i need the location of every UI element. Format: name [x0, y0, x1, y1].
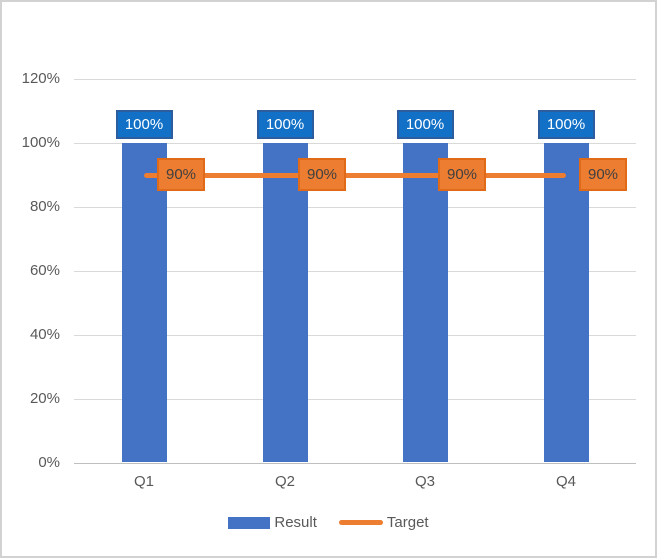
x-axis-category-label: Q1: [133, 473, 154, 490]
y-axis-tick-label: 0%: [38, 454, 60, 471]
result-data-label-q1[interactable]: 100%: [115, 110, 173, 139]
gridline: [74, 399, 636, 400]
gridline: [74, 335, 636, 336]
y-axis-tick-label: 100%: [21, 134, 60, 151]
gridline: [74, 271, 636, 272]
y-axis-tick-label: 20%: [29, 390, 60, 407]
y-axis-tick-label: 40%: [29, 326, 60, 343]
result-data-label-q4[interactable]: 100%: [537, 110, 595, 139]
result-bar-q4[interactable]: [543, 143, 589, 462]
y-axis-tick-label: 120%: [21, 70, 60, 87]
result-data-label-q2[interactable]: 100%: [256, 110, 314, 139]
x-axis-line: [74, 463, 636, 464]
gridline: [74, 207, 636, 208]
result-bar-q3[interactable]: [402, 143, 448, 462]
target-data-label-q4[interactable]: 90%: [579, 158, 627, 191]
target-data-label-q3[interactable]: 90%: [438, 158, 486, 191]
x-axis-category-label: Q4: [555, 473, 576, 490]
x-axis-category-label: Q3: [414, 473, 435, 490]
legend-swatch-result: [228, 516, 271, 529]
x-axis-category-label: Q2: [274, 473, 295, 490]
y-axis-tick-label: 60%: [29, 262, 60, 279]
legend-swatch-target: [338, 520, 383, 525]
result-data-label-q3[interactable]: 100%: [396, 110, 454, 139]
legend-item-result[interactable]: Result: [228, 514, 317, 531]
y-axis-tick-label: 80%: [29, 198, 60, 215]
gridline: [74, 143, 636, 144]
result-bar-q2[interactable]: [262, 143, 308, 462]
chart-legend: Result Target: [2, 514, 655, 531]
target-data-label-q2[interactable]: 90%: [298, 158, 346, 191]
legend-label-result: Result: [274, 514, 317, 531]
gridline: [74, 79, 636, 80]
legend-item-target[interactable]: Target: [338, 514, 429, 531]
result-bar-q1[interactable]: [121, 143, 167, 462]
target-data-label-q1[interactable]: 90%: [157, 158, 205, 191]
target-line[interactable]: [144, 173, 566, 178]
legend-label-target: Target: [386, 514, 429, 531]
